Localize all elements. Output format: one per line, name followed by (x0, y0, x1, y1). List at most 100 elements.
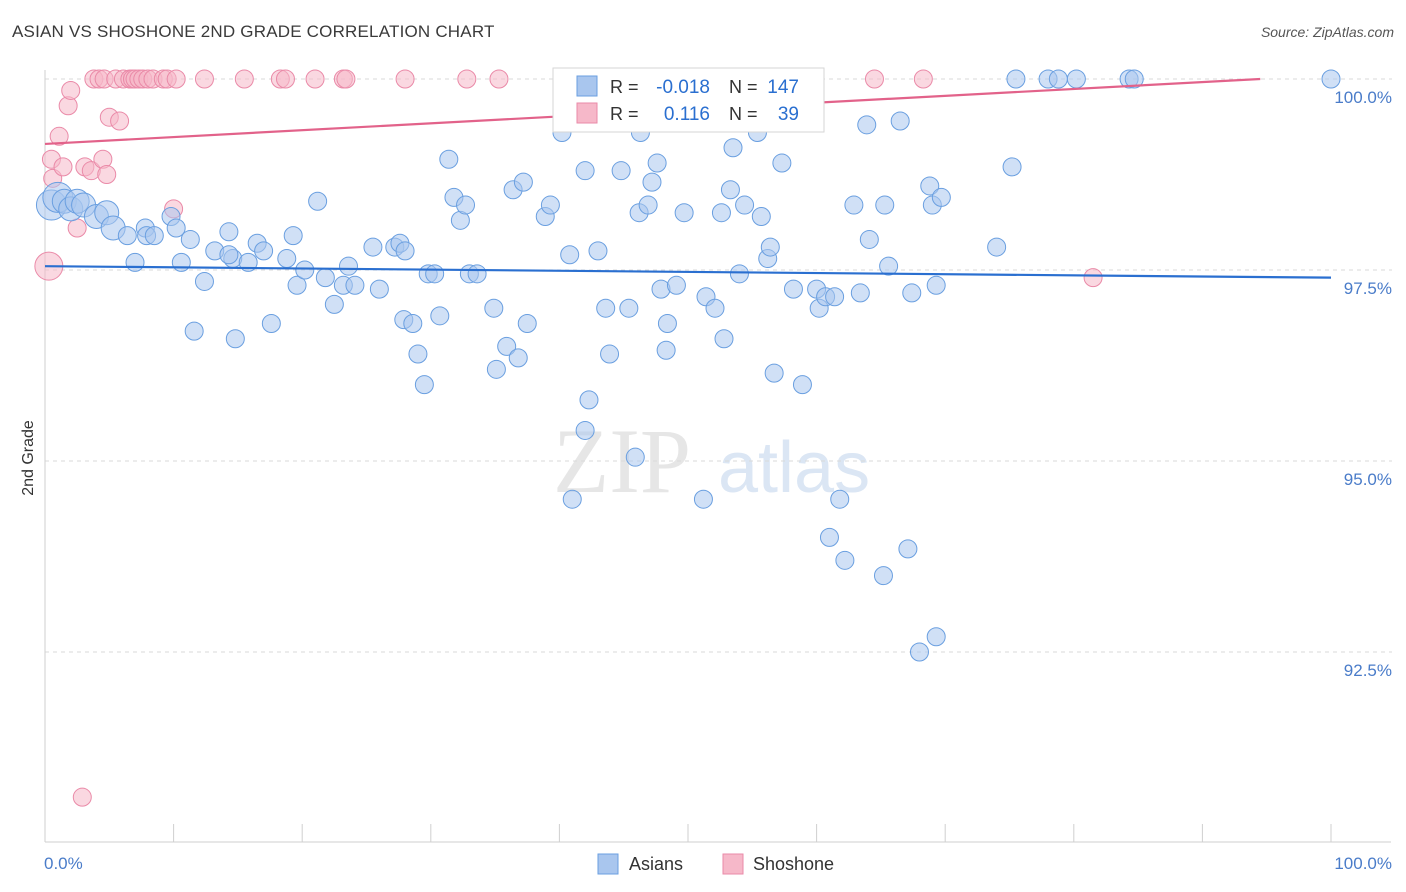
asians-point-102 (772, 153, 792, 173)
asians-point-38 (345, 275, 365, 295)
asians-point-116 (879, 256, 899, 276)
asians-point-77 (625, 447, 645, 467)
asians-point-82 (647, 153, 667, 173)
shoshone-point-29 (166, 69, 186, 89)
shoshone-point-38 (457, 69, 477, 89)
asians-point-27 (254, 241, 274, 261)
asians-point-47 (414, 375, 434, 395)
bottom-legend-label-asians: Asians (629, 854, 683, 874)
asians-point-104 (792, 375, 812, 395)
asians-point-9 (117, 226, 137, 246)
asians-point-86 (666, 275, 686, 295)
asians-point-50 (430, 306, 450, 326)
legend-n-value-shoshone: 39 (778, 104, 799, 125)
asians-point-37 (338, 256, 358, 276)
asians-point-95 (729, 264, 749, 284)
asians-point-35 (324, 294, 344, 314)
asians-point-122 (909, 642, 929, 662)
asians-point-110 (825, 287, 845, 307)
asians-point-71 (579, 390, 599, 410)
asians-point-112 (844, 195, 864, 215)
asians-point-70 (575, 420, 595, 440)
asians-point-28 (261, 313, 281, 333)
shoshone-point-17 (110, 111, 130, 131)
asians-point-51 (439, 149, 459, 169)
asians-point-100 (760, 237, 780, 257)
asians-point-92 (714, 329, 734, 349)
asians-point-123 (920, 176, 940, 196)
asians-point-84 (657, 313, 677, 333)
legend-r-value-asians: -0.018 (656, 77, 710, 98)
asians-point-136 (1321, 69, 1341, 89)
asians-point-65 (540, 195, 560, 215)
x-tick-label-min: 0.0% (44, 854, 83, 873)
asians-point-23 (219, 245, 239, 265)
asians-point-68 (562, 489, 582, 509)
shoshone-point-30 (194, 69, 214, 89)
legend-swatch-asians (576, 75, 598, 97)
asians-point-29 (277, 249, 297, 269)
legend-r-label-shoshone: R = (610, 104, 639, 124)
bottom-legend-swatch-shoshone (722, 853, 744, 875)
asians-point-88 (693, 489, 713, 509)
asians-point-111 (835, 550, 855, 570)
legend-n-label-shoshone: N = (729, 104, 758, 124)
asians-point-126 (931, 187, 951, 207)
asians-point-24 (225, 329, 245, 349)
asians-point-128 (987, 237, 1007, 257)
asians-point-33 (295, 260, 315, 280)
asians-point-18 (184, 321, 204, 341)
shoshone-point-43 (72, 787, 92, 807)
y-tick-label-3: 92.5% (1344, 661, 1392, 680)
asians-point-72 (588, 241, 608, 261)
asians-point-59 (497, 336, 517, 356)
legend-r-label-asians: R = (610, 77, 639, 97)
shoshone-point-33 (275, 69, 295, 89)
asians-point-75 (611, 161, 631, 181)
asians-point-46 (408, 344, 428, 364)
asians-point-80 (638, 195, 658, 215)
source-label: Source: ZipAtlas.com (1260, 24, 1394, 40)
asians-point-125 (926, 275, 946, 295)
asians-point-43 (395, 241, 415, 261)
asians-point-19 (194, 271, 214, 291)
asians-point-118 (873, 566, 893, 586)
shoshone-point-40 (864, 69, 884, 89)
asians-points (35, 69, 1341, 662)
shoshone-point-37 (395, 69, 415, 89)
chart-title: ASIAN VS SHOSHONE 2ND GRADE CORRELATION … (12, 22, 495, 41)
asians-trend-line (44, 265, 1332, 279)
shoshone-point-14 (97, 165, 117, 184)
asians-point-15 (166, 218, 186, 238)
shoshone-point-39 (489, 69, 509, 89)
shoshone-point-4 (53, 157, 73, 177)
asians-point-85 (656, 340, 676, 360)
stats-legend: R = -0.018 N = 147 R = 0.116 N = 39 (552, 67, 825, 133)
asians-point-127 (926, 627, 946, 647)
asians-point-49 (425, 264, 445, 284)
asians-point-133 (1066, 69, 1086, 89)
asians-point-114 (857, 115, 877, 135)
asians-point-76 (619, 298, 639, 318)
legend-r-value-shoshone: 0.116 (664, 104, 710, 125)
shoshone-point-3 (49, 126, 69, 146)
asians-point-69 (575, 161, 595, 181)
asians-point-94 (723, 138, 743, 158)
y-tick-label-2: 95.0% (1344, 470, 1392, 489)
asians-point-34 (315, 268, 335, 288)
asians-point-63 (517, 313, 537, 333)
asians-point-87 (674, 203, 694, 223)
asians-point-90 (705, 298, 725, 318)
asians-point-98 (751, 207, 771, 227)
shoshone-point-34 (305, 69, 325, 89)
asians-point-103 (783, 279, 803, 299)
legend-n-label-asians: N = (729, 77, 758, 97)
asians-point-132 (1048, 69, 1068, 89)
shoshone-point-41 (913, 69, 933, 89)
asians-point-45 (403, 313, 423, 333)
gridlines (45, 78, 1392, 653)
asians-point-130 (1006, 69, 1026, 89)
asians-point-21 (219, 222, 239, 242)
x-tick-label-max: 100.0% (1334, 854, 1392, 873)
asians-point-135 (1124, 69, 1144, 89)
